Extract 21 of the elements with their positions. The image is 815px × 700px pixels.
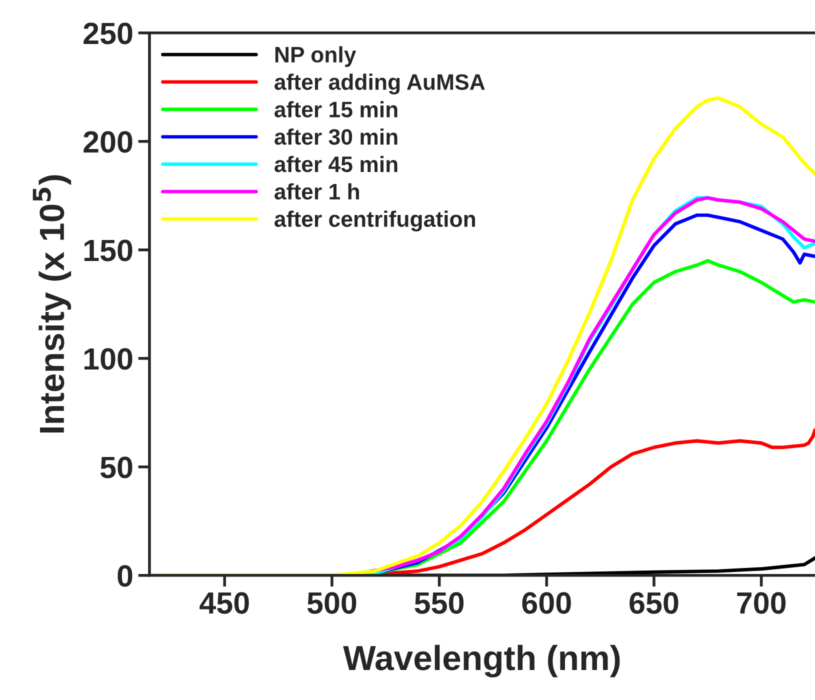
legend-label: after centrifugation: [274, 210, 476, 232]
y-axis-title: Intensity (x 10$^{5}$): [32, 175, 72, 433]
legend-label: after 1 h: [274, 183, 359, 200]
x-tick-label: 650: [630, 592, 678, 614]
x-tick-label: 700: [737, 592, 786, 614]
legend-label: after adding AuMSA: [274, 74, 485, 94]
x-tick-label: 450: [200, 592, 249, 614]
y-tick-label: 250: [84, 22, 132, 44]
legend-label: NP only: [275, 46, 356, 67]
y-tick-label: 100: [84, 348, 132, 370]
y-tick-label: 0: [118, 565, 132, 587]
x-tick-label: 500: [307, 592, 356, 614]
legend-label: after 30 min: [274, 128, 398, 145]
y-tick-label: 50: [100, 456, 132, 478]
x-tick-label: 600: [522, 592, 571, 614]
x-tick-label: 550: [414, 592, 464, 614]
y-tick-label: 200: [84, 131, 132, 153]
legend-label: after 45 min: [274, 156, 398, 172]
y-tick-label: 150: [84, 240, 132, 262]
x-axis-title: Wavelength (nm): [343, 644, 620, 678]
legend-label: after 15 min: [274, 101, 398, 118]
